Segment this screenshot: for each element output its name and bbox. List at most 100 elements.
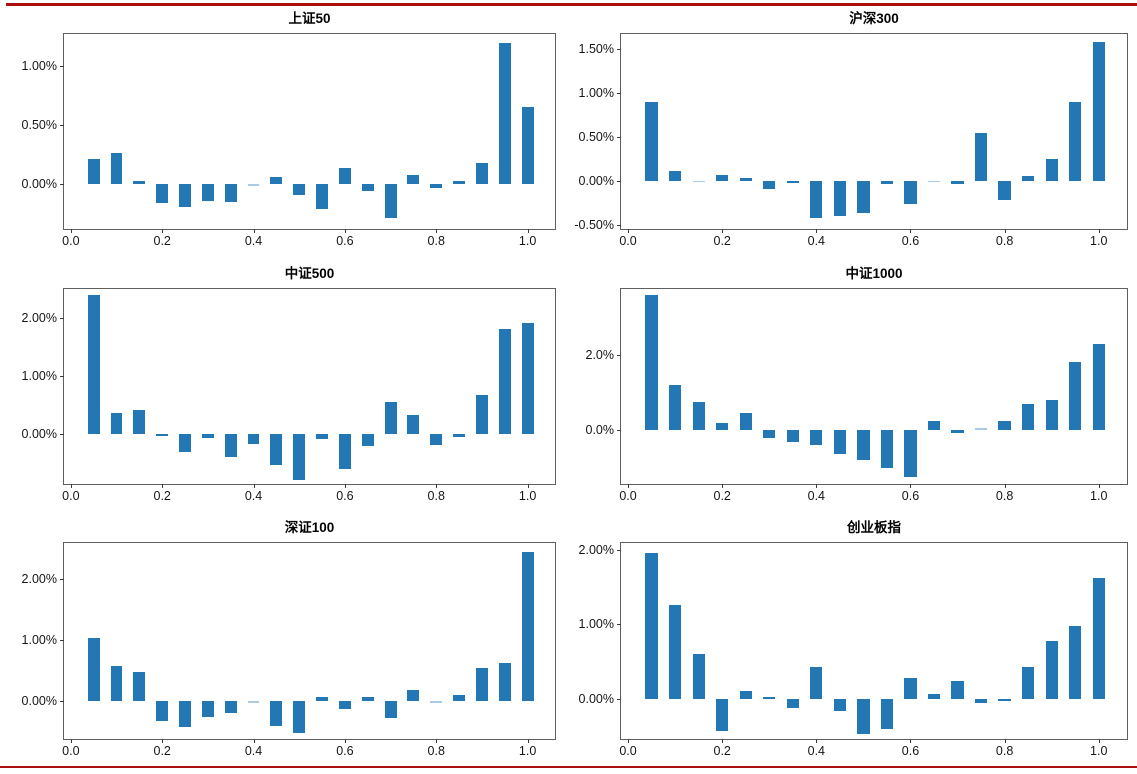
x-tick-label: 0.4 [807,234,826,248]
x-tick-mark [344,484,346,488]
y-tick-label: 1.50% [578,41,614,56]
bar [998,698,1011,701]
y-tick-label: 1.00% [578,85,614,100]
y-tick-mark [60,125,64,126]
y-tick-mark [60,317,64,319]
bar [669,384,682,430]
bar [179,184,191,207]
y-tick-mark [617,48,621,50]
x-tick-mark [162,484,164,488]
chart-title-csi500: 中证500 [284,266,335,281]
x-tick-mark [527,484,529,488]
y-tick-mark [617,549,621,551]
bar [739,690,752,699]
bar [384,184,397,219]
bar [453,434,466,437]
x-tick-mark [70,229,72,233]
x-tick-label: 0.8 [427,489,445,503]
bar [974,428,988,430]
x-tick-mark [162,229,164,233]
y-tick-label: 0.00% [21,427,57,442]
bar [316,434,328,440]
x-tick-mark [910,739,912,743]
y-tick-label: 0.00% [578,173,614,188]
bar [716,175,729,181]
bar [316,696,328,702]
bar [669,171,682,181]
bar [521,551,534,702]
bar [475,667,488,702]
y-tick-mark [60,701,64,703]
y-tick-mark [60,434,64,436]
x-tick-label: 0.2 [713,234,731,248]
bar [951,429,964,434]
bar [521,107,534,185]
x-tick-label: 1.0 [518,234,537,248]
bar [247,184,260,186]
x-tick-mark [816,484,818,488]
bar [293,184,306,195]
bar [1045,640,1058,699]
x-tick-mark [1004,739,1006,743]
bar [810,429,823,446]
bar [998,420,1011,430]
bar [384,701,397,718]
bar [110,153,123,185]
bar [247,701,260,703]
bar [87,637,100,702]
y-tick-label: 1.00% [578,617,614,632]
bar [407,415,420,435]
plot-area-csi1000: 0.0 0.2 0.4 0.6 0.8 1.0 2.0% 0.0% [586,288,1128,503]
x-tick-label: 0.2 [153,744,171,758]
bar [338,167,351,185]
x-tick-label: 1.0 [1090,489,1108,503]
plot-area-csi500: 0.0 0.2 0.4 0.6 0.8 1.0 2.00% 1.00% 0.00% [22,288,556,503]
bar [763,697,776,699]
x-tick-label: 0.0 [619,744,637,758]
bar [974,133,988,181]
x-tick-mark [436,229,438,233]
x-tick-mark [816,739,818,743]
chart-title-hs300: 沪深300 [849,11,899,26]
x-tick-label: 0.2 [153,234,171,248]
bar [810,180,823,218]
bar [927,180,941,183]
y-tick-mark [60,65,64,67]
x-tick-mark [1004,229,1006,233]
plot-area-hs300: 0.0 0.2 0.4 0.6 0.8 1.0 1.50% 1.00% 0.50% 0.00% -0… [574,33,1128,248]
x-tick-label: 0.4 [244,744,263,758]
bar [974,698,988,704]
y-tick-label: 2.00% [21,572,57,587]
x-tick-mark [70,739,72,743]
x-tick-label: 1.0 [518,489,537,503]
bar [87,159,100,185]
bar [763,180,776,190]
y-tick-label: 2.0% [585,347,615,362]
bar [1022,667,1035,699]
bar [1069,362,1082,430]
bar [927,421,941,430]
bar [133,180,146,185]
x-tick-label: 0.6 [336,489,354,503]
bar [786,429,799,442]
bar [384,402,397,435]
chart-title-sz100: 深证100 [284,520,335,535]
y-tick-mark [617,180,621,182]
bar [361,434,374,447]
y-tick-mark [617,698,621,700]
bar [857,429,870,460]
bar [645,101,658,181]
bar [293,701,306,733]
x-tick-label: 0.0 [62,489,80,503]
bar [1092,41,1105,181]
bar [1022,176,1035,181]
chart-title-chinext: 创业板指 [847,520,901,535]
y-tick-label: 2.00% [21,310,57,325]
bar [498,43,511,185]
bar [692,654,705,699]
bar [880,698,894,730]
bar [904,677,917,699]
y-tick-mark [60,375,64,377]
x-tick-label: 0.0 [619,489,637,503]
y-tick-mark [617,354,621,356]
